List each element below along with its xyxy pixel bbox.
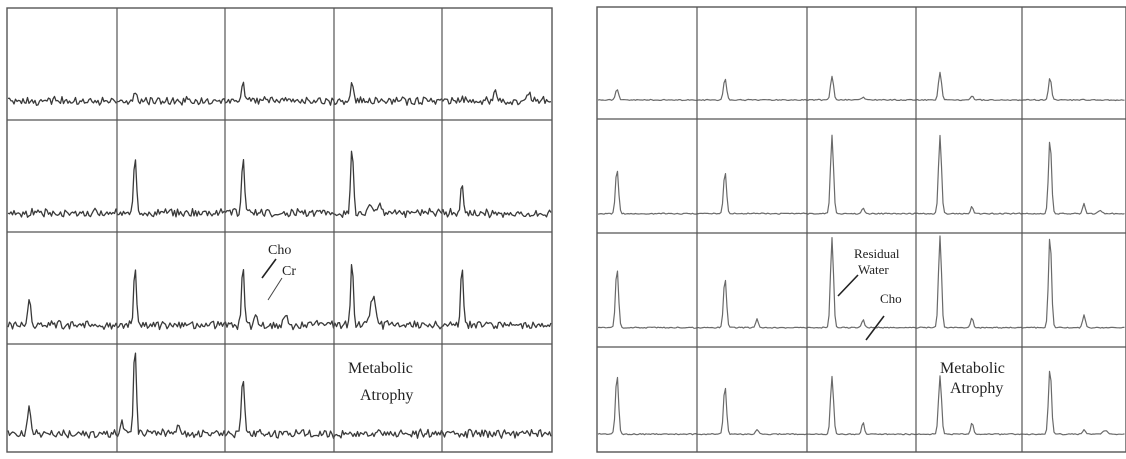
spectra-grid-right: Residual Water Cho Metabolic Atrophy: [596, 6, 1126, 453]
grid-border: [6, 7, 553, 453]
region-label-line-2: Atrophy: [360, 387, 413, 404]
cr-label: Cr: [282, 264, 296, 279]
residual-water-annotation: Residual Water: [837, 246, 900, 297]
region-label-line-1: Metabolic: [348, 360, 413, 377]
cr-annotation-left: Cr: [267, 264, 296, 301]
grid-border: [596, 6, 1126, 453]
region-label-line-1: Metabolic: [940, 360, 1005, 377]
metabolic-atrophy-label-left: Metabolic Atrophy: [348, 360, 413, 404]
right-grid-layer: [596, 6, 1126, 453]
spectrum-trace: [7, 264, 552, 331]
spectrum-trace: [597, 134, 1125, 215]
spectrum-trace: [597, 370, 1125, 436]
region-label-line-2: Atrophy: [950, 380, 1003, 397]
spectrum-trace: [597, 71, 1125, 102]
left-grid-layer: [6, 7, 553, 453]
cho-label: Cho: [880, 291, 902, 306]
residual-water-label-line-1: Residual: [854, 246, 900, 261]
spectrum-trace: [597, 235, 1125, 329]
residual-water-label-line-2: Water: [858, 262, 889, 277]
cho-annotation-right: Cho: [865, 291, 902, 341]
left-trace-layer: [7, 81, 552, 439]
cho-label: Cho: [268, 243, 291, 258]
cr-pointer-line: [267, 277, 283, 301]
spectrum-trace: [7, 150, 552, 219]
spectra-grid-left: Cho Cr Metabolic Atrophy: [6, 7, 553, 453]
cho-pointer-line: [865, 315, 885, 341]
spectrum-trace: [7, 81, 552, 106]
right-trace-layer: [597, 71, 1125, 436]
residual-water-pointer-line: [837, 274, 859, 297]
spectrum-trace: [7, 352, 552, 439]
cho-pointer-line: [261, 258, 277, 279]
cho-annotation-left: Cho: [261, 243, 291, 279]
metabolic-atrophy-label-right: Metabolic Atrophy: [940, 360, 1005, 397]
